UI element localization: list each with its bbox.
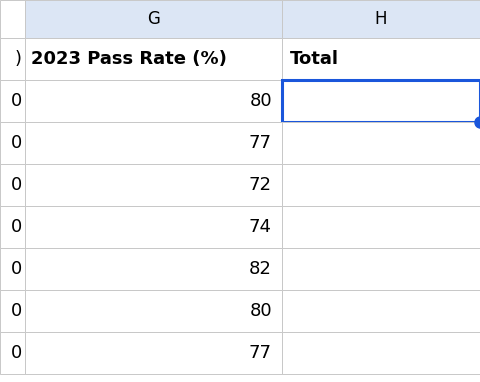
Bar bbox=[0, 332, 25, 374]
Bar bbox=[0, 80, 25, 122]
Text: 0: 0 bbox=[11, 218, 22, 236]
Text: ): ) bbox=[15, 50, 22, 68]
Text: H: H bbox=[375, 10, 387, 28]
Text: 80: 80 bbox=[250, 302, 272, 320]
Bar bbox=[0, 38, 25, 80]
Text: 0: 0 bbox=[11, 302, 22, 320]
Bar bbox=[25, 332, 282, 374]
Bar bbox=[0, 290, 25, 332]
Text: G: G bbox=[147, 10, 160, 28]
Text: 77: 77 bbox=[249, 344, 272, 362]
Text: 74: 74 bbox=[249, 218, 272, 236]
Bar bbox=[282, 80, 480, 122]
Bar bbox=[282, 332, 480, 374]
Bar bbox=[282, 206, 480, 248]
Text: 0: 0 bbox=[11, 134, 22, 152]
Text: 0: 0 bbox=[11, 260, 22, 278]
Text: Total: Total bbox=[290, 50, 339, 68]
Bar bbox=[282, 122, 480, 164]
Text: 77: 77 bbox=[249, 134, 272, 152]
Text: 82: 82 bbox=[249, 260, 272, 278]
Text: 2023 Pass Rate (%): 2023 Pass Rate (%) bbox=[31, 50, 227, 68]
Text: 80: 80 bbox=[250, 92, 272, 110]
Bar bbox=[0, 122, 25, 164]
Bar bbox=[25, 122, 282, 164]
Bar bbox=[282, 290, 480, 332]
Bar bbox=[25, 0, 282, 38]
Bar bbox=[25, 290, 282, 332]
Bar bbox=[282, 248, 480, 290]
Bar bbox=[282, 38, 480, 80]
Bar bbox=[0, 0, 25, 38]
Bar bbox=[0, 248, 25, 290]
Text: 0: 0 bbox=[11, 92, 22, 110]
Text: 0: 0 bbox=[11, 344, 22, 362]
Bar bbox=[25, 248, 282, 290]
Bar bbox=[0, 206, 25, 248]
Text: 0: 0 bbox=[11, 176, 22, 194]
Bar bbox=[0, 164, 25, 206]
Bar bbox=[282, 0, 480, 38]
Bar bbox=[25, 38, 282, 80]
Bar bbox=[25, 164, 282, 206]
Bar bbox=[282, 164, 480, 206]
Bar bbox=[25, 206, 282, 248]
Bar bbox=[25, 80, 282, 122]
Text: 72: 72 bbox=[249, 176, 272, 194]
